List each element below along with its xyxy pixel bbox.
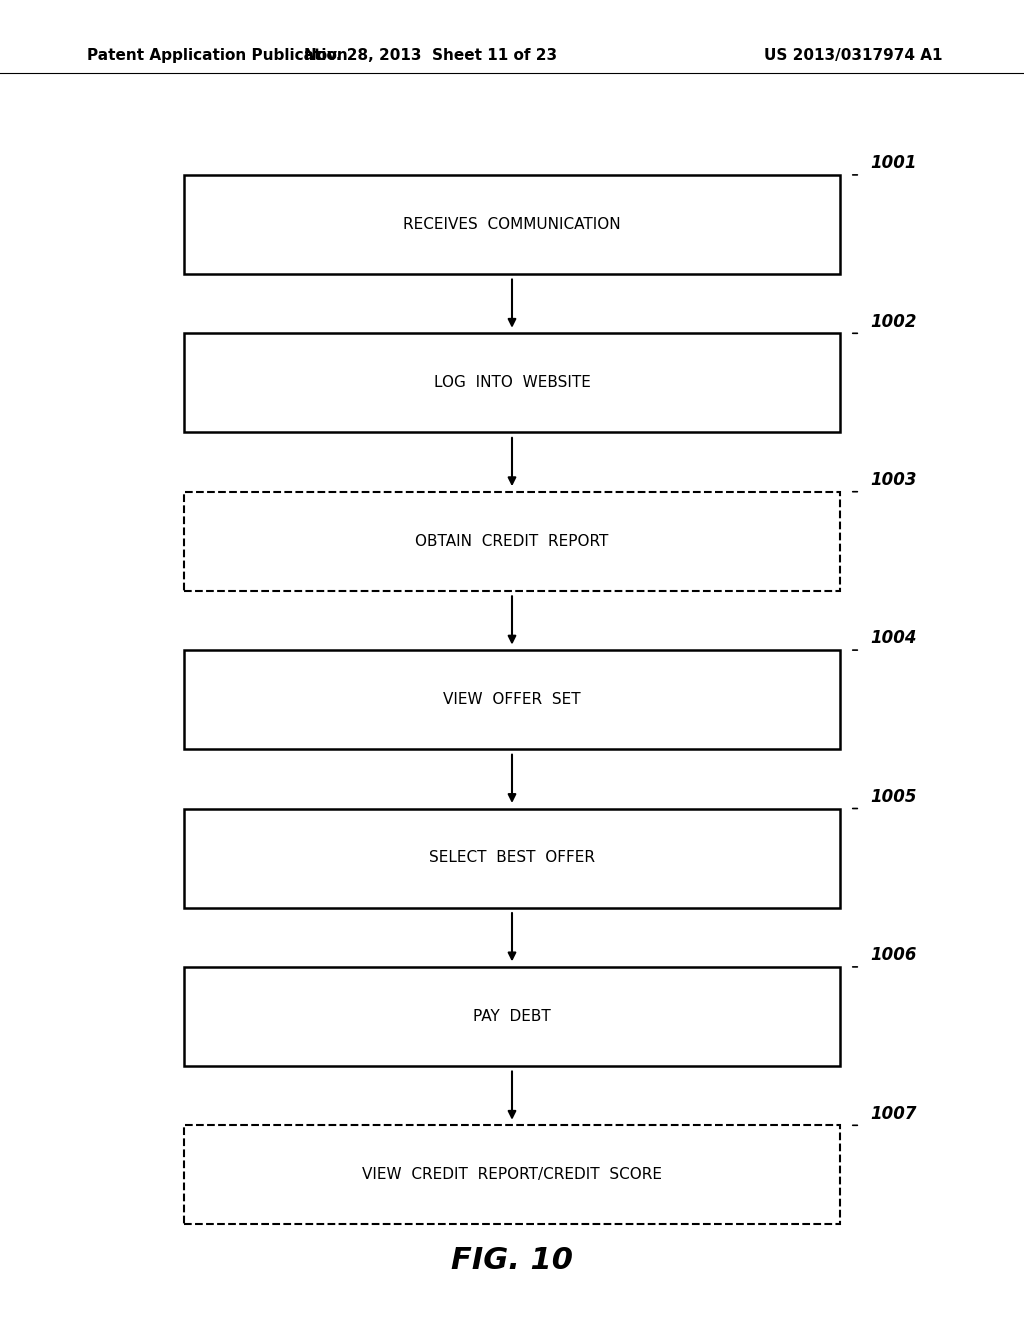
Text: 1007: 1007 [870,1105,916,1122]
Text: 1006: 1006 [870,946,916,964]
FancyBboxPatch shape [184,651,840,750]
Text: 1003: 1003 [870,471,916,490]
FancyBboxPatch shape [184,492,840,591]
FancyBboxPatch shape [184,966,840,1067]
FancyBboxPatch shape [184,176,840,275]
FancyBboxPatch shape [184,1125,840,1225]
Text: 1002: 1002 [870,313,916,331]
Text: Nov. 28, 2013  Sheet 11 of 23: Nov. 28, 2013 Sheet 11 of 23 [303,48,557,63]
Text: VIEW  OFFER  SET: VIEW OFFER SET [443,692,581,708]
Text: 1005: 1005 [870,788,916,805]
Text: LOG  INTO  WEBSITE: LOG INTO WEBSITE [433,375,591,391]
FancyBboxPatch shape [184,334,840,433]
Text: Patent Application Publication: Patent Application Publication [87,48,348,63]
Text: 1001: 1001 [870,154,916,172]
Text: OBTAIN  CREDIT  REPORT: OBTAIN CREDIT REPORT [416,533,608,549]
Text: 1004: 1004 [870,630,916,648]
Text: PAY  DEBT: PAY DEBT [473,1008,551,1024]
Text: VIEW  CREDIT  REPORT/CREDIT  SCORE: VIEW CREDIT REPORT/CREDIT SCORE [362,1167,662,1183]
FancyBboxPatch shape [184,808,840,908]
Text: FIG. 10: FIG. 10 [451,1246,573,1275]
Text: RECEIVES  COMMUNICATION: RECEIVES COMMUNICATION [403,216,621,232]
Text: US 2013/0317974 A1: US 2013/0317974 A1 [764,48,942,63]
Text: SELECT  BEST  OFFER: SELECT BEST OFFER [429,850,595,866]
